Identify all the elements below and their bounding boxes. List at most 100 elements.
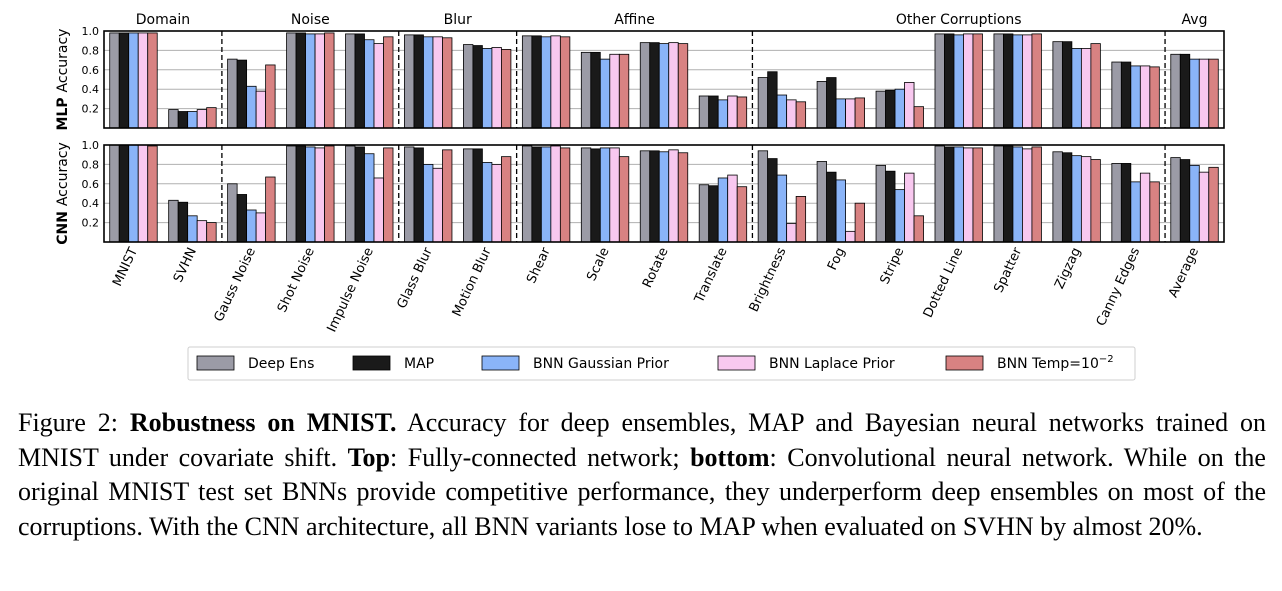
mlp-bar-bnn-temp-10-motion-blur: [501, 49, 512, 129]
mlp-bar-bnn-temp-10-glass-blur: [442, 37, 453, 129]
cnn-bar-map-shot-noise: [295, 145, 306, 243]
cnn-bar-map-gauss-noise: [236, 194, 248, 243]
cnn-bar-deep-ens-motion-blur: [463, 148, 474, 243]
legend-swatch-deep-ens: [196, 355, 235, 371]
cnn-bar-bnn-gaussian-prior-canny-edges: [1130, 181, 1141, 243]
cnn-bar-bnn-temp-10-average: [1208, 166, 1219, 243]
xtick-label-mnist: MNIST: [110, 245, 141, 289]
mlp-bar-map-fog: [826, 77, 837, 129]
mlp-bar-deep-ens-rotate: [639, 42, 651, 129]
mlp-bar-map-brightness: [767, 71, 778, 129]
mlp-bar-deep-ens-translate: [698, 95, 710, 129]
cnn-bar-map-average: [1179, 159, 1191, 243]
cnn-bar-map-fog: [826, 171, 837, 243]
mlp-bar-bnn-gaussian-prior-impulse-noise: [364, 39, 375, 129]
cnn-bar-bnn-laplace-prior-rotate: [668, 149, 679, 243]
cnn-bar-deep-ens-scale: [580, 147, 592, 243]
cnn-bar-bnn-laplace-prior-mnist: [137, 144, 149, 243]
legend-box: [187, 346, 1136, 381]
mlp-bar-bnn-temp-10-fog: [854, 97, 865, 129]
mlp-ylabel: MLP Accuracy: [55, 29, 71, 131]
cnn-bar-bnn-gaussian-prior-translate: [717, 177, 729, 243]
cnn-panel-frame: [103, 144, 1225, 243]
group-title-avg: Avg: [1182, 12, 1208, 28]
caption-text-2: : Fully-connected network;: [390, 442, 691, 472]
cnn-bar-deep-ens-brightness: [757, 150, 769, 243]
mlp-bar-bnn-gaussian-prior-shear: [540, 36, 552, 129]
mlp-bar-bnn-laplace-prior-svhn: [196, 109, 208, 129]
mlp-bar-deep-ens-fog: [816, 81, 827, 129]
xtick-label-gauss-noise: Gauss Noise: [212, 245, 259, 324]
cnn-bar-map-zigzag: [1061, 152, 1073, 243]
xtick-label-fog: Fog: [825, 245, 848, 272]
mlp-bar-map-average: [1179, 53, 1191, 129]
cnn-bar-bnn-gaussian-prior-mnist: [128, 144, 139, 243]
mlp-ylabel-bold: MLP: [55, 92, 71, 130]
cnn-bar-deep-ens-svhn: [168, 199, 179, 243]
cnn-bar-bnn-laplace-prior-svhn: [196, 220, 208, 243]
mlp-bar-bnn-temp-10-gauss-noise: [265, 64, 276, 129]
cnn-ytick-label: 0.2: [82, 217, 100, 230]
cnn-ylabel-text: Accuracy: [55, 142, 71, 206]
figure-caption: Figure 2: Robustness on MNIST. Accuracy …: [18, 406, 1266, 544]
mlp-bar-bnn-gaussian-prior-shot-noise: [305, 33, 316, 129]
mlp-bar-bnn-laplace-prior-dotted-line: [963, 33, 974, 129]
cnn-bar-map-shear: [531, 146, 542, 243]
cnn-bar-deep-ens-gauss-noise: [227, 183, 238, 243]
mlp-ytick-label: 0.8: [82, 44, 100, 57]
xtick-label-scale: Scale: [584, 245, 612, 283]
mlp-panel-frame: [103, 30, 1225, 129]
mlp-bar-map-stripe: [885, 89, 896, 129]
mlp-bar-deep-ens-zigzag: [1052, 41, 1063, 129]
xtick-label-dotted-line: Dotted Line: [921, 245, 967, 320]
mlp-bar-bnn-gaussian-prior-zigzag: [1071, 48, 1082, 129]
mlp-ylabel-text: Accuracy: [55, 29, 71, 93]
cnn-bar-bnn-gaussian-prior-brightness: [776, 174, 788, 243]
legend-label-bnn-laplace-prior: BNN Laplace Prior: [769, 356, 895, 372]
mlp-bar-map-rotate: [649, 42, 660, 129]
cnn-bar-deep-ens-zigzag: [1052, 151, 1063, 243]
cnn-bar-bnn-gaussian-prior-fog: [835, 179, 846, 243]
mlp-bar-bnn-gaussian-prior-spatter: [1012, 34, 1023, 129]
caption-top-label: Top: [347, 442, 391, 472]
xtick-label-shot-noise: Shot Noise: [275, 245, 318, 315]
xtick-label-glass-blur: Glass Blur: [395, 245, 437, 311]
cnn-bar-bnn-gaussian-prior-impulse-noise: [364, 153, 375, 243]
cnn-bar-map-translate: [708, 185, 719, 243]
mlp-bar-bnn-laplace-prior-spatter: [1022, 34, 1033, 129]
cnn-bar-deep-ens-impulse-noise: [345, 145, 356, 243]
caption-text-1: Accuracy for deep ensembles, MAP and Bay…: [18, 408, 1267, 472]
caption-text-3: : Convolutional neural network. While on…: [18, 442, 1266, 541]
xtick-label-svhn: SVHN: [171, 245, 200, 285]
cnn-bar-bnn-temp-10-canny-edges: [1149, 181, 1160, 243]
group-title-domain: Domain: [136, 12, 190, 28]
cnn-bar-bnn-laplace-prior-stripe: [904, 172, 915, 243]
xtick-label-shear: Shear: [524, 245, 554, 286]
legend-exponent: −2: [1099, 354, 1114, 365]
xtick-label-brightness: Brightness: [747, 245, 790, 314]
mlp-bar-bnn-temp-10-translate: [736, 96, 748, 129]
mlp-bar-bnn-laplace-prior-glass-blur: [432, 36, 443, 129]
cnn-bar-bnn-laplace-prior-dotted-line: [963, 147, 974, 243]
cnn-bar-bnn-laplace-prior-impulse-noise: [373, 177, 384, 243]
mlp-bar-deep-ens-canny-edges: [1111, 61, 1122, 129]
mlp-bar-bnn-laplace-prior-stripe: [904, 82, 915, 129]
mlp-bar-bnn-laplace-prior-translate: [727, 95, 738, 129]
legend-label-bnn-temp-10: BNN Temp=10−2: [997, 354, 1114, 372]
cnn-ylabel: CNN Accuracy: [55, 142, 71, 245]
cnn-bar-deep-ens-shear: [521, 145, 533, 243]
cnn-bar-map-rotate: [649, 150, 660, 243]
cnn-bar-map-svhn: [177, 201, 189, 243]
cnn-bar-bnn-laplace-prior-shot-noise: [314, 147, 325, 243]
mlp-bar-bnn-gaussian-prior-fog: [835, 98, 846, 129]
cnn-ytick-label: 0.4: [82, 197, 100, 210]
cnn-bar-bnn-laplace-prior-brightness: [786, 223, 797, 243]
mlp-bar-deep-ens-spatter: [993, 33, 1004, 129]
xtick-label-average: Average: [1166, 245, 1202, 300]
cnn-ylabel-bold: CNN: [55, 206, 71, 245]
cnn-bar-bnn-temp-10-rotate: [677, 152, 689, 243]
cnn-bar-deep-ens-dotted-line: [934, 145, 945, 243]
legend-swatch-map: [352, 355, 391, 371]
cnn-bar-bnn-temp-10-stripe: [913, 215, 924, 243]
cnn-bar-deep-ens-rotate: [639, 150, 651, 243]
